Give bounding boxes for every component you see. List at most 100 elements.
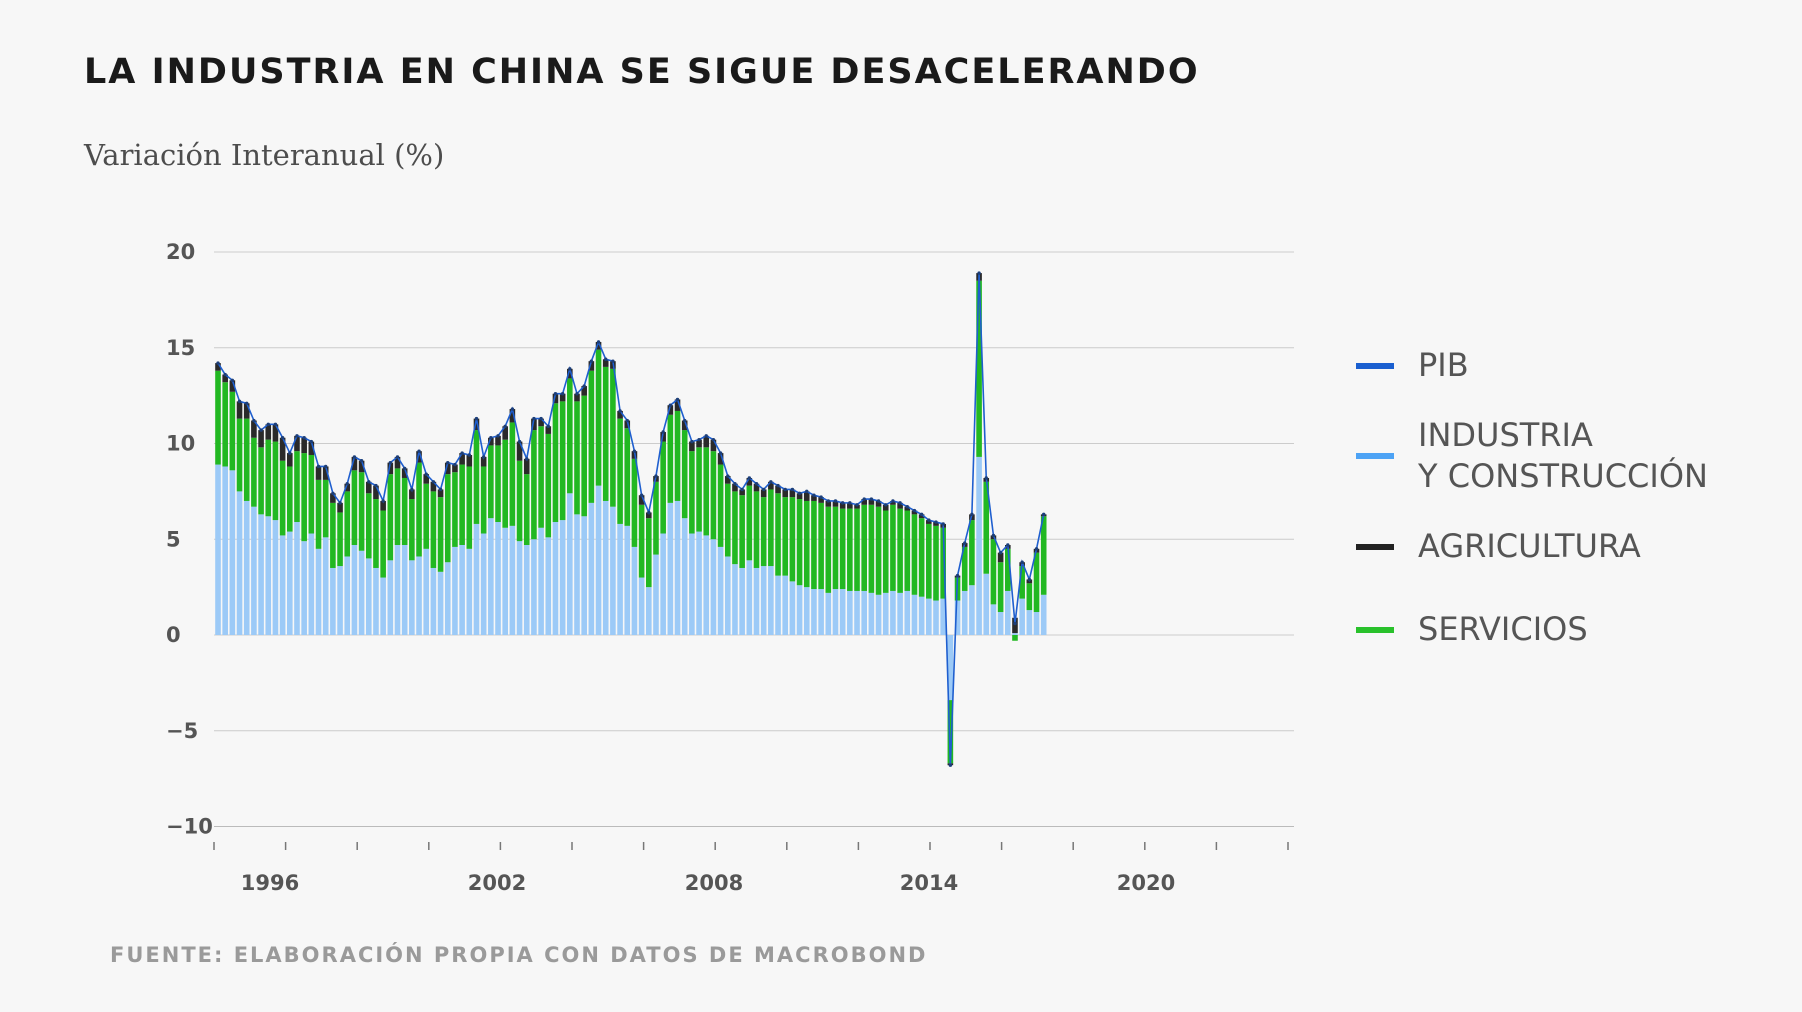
bar-agricultura bbox=[437, 489, 444, 498]
bar-industria bbox=[610, 506, 616, 635]
bar-agricultura bbox=[222, 374, 228, 383]
bar-servicios bbox=[509, 422, 516, 526]
point-pib bbox=[252, 418, 256, 423]
bar-servicios bbox=[595, 349, 602, 486]
point-pib bbox=[489, 436, 493, 440]
bar-agricultura bbox=[552, 393, 559, 404]
bar-industria bbox=[409, 560, 415, 635]
bar-servicios bbox=[588, 370, 595, 503]
bar-servicios bbox=[243, 418, 250, 501]
bar-agricultura bbox=[308, 441, 315, 455]
bar-industria bbox=[495, 522, 501, 635]
bar-servicios bbox=[696, 447, 702, 532]
bar-servicios bbox=[868, 504, 875, 593]
bar-industria bbox=[401, 544, 408, 635]
point-pib bbox=[726, 474, 730, 478]
bar-industria bbox=[380, 577, 386, 635]
bar-industria bbox=[272, 520, 279, 635]
legend-swatch-servicios bbox=[1356, 627, 1394, 633]
bar-industria bbox=[466, 548, 473, 635]
bar-agricultura bbox=[315, 466, 322, 480]
bar-industria bbox=[387, 560, 394, 635]
bar-industria bbox=[365, 558, 372, 635]
bar-industria bbox=[287, 531, 293, 635]
bar-servicios bbox=[911, 514, 918, 595]
point-pib bbox=[783, 487, 787, 492]
legend-label-industria: INDUSTRIA Y CONSTRUCCIÓN bbox=[1418, 416, 1708, 495]
bar-industria bbox=[308, 533, 315, 635]
bar-servicios bbox=[516, 460, 523, 542]
legend-label-servicios: SERVICIOS bbox=[1418, 610, 1588, 648]
bar-servicios bbox=[1019, 566, 1025, 599]
bar-industria bbox=[567, 493, 573, 635]
bar-industria bbox=[531, 539, 537, 635]
point-pib bbox=[288, 451, 292, 455]
bar-servicios bbox=[294, 451, 300, 523]
point-pib bbox=[395, 455, 400, 459]
bar-servicios bbox=[301, 453, 307, 542]
legend-label-agricultura: AGRICULTURA bbox=[1418, 527, 1641, 565]
bar-servicios bbox=[265, 439, 272, 517]
bar-industria bbox=[502, 527, 508, 635]
y-tick-label: −5 bbox=[166, 719, 198, 743]
bar-agricultura bbox=[689, 441, 695, 452]
bar-servicios bbox=[545, 433, 552, 538]
bar-industria bbox=[782, 575, 789, 635]
point-pib bbox=[970, 512, 974, 517]
bar-agricultura bbox=[861, 499, 867, 505]
bar-servicios bbox=[552, 403, 559, 523]
point-pib bbox=[876, 499, 881, 503]
bar-agricultura bbox=[617, 410, 623, 419]
bar-servicios bbox=[638, 504, 645, 578]
bar-industria bbox=[294, 522, 300, 635]
bar-agricultura bbox=[545, 426, 552, 434]
bar-agricultura bbox=[279, 437, 286, 461]
bar-servicios bbox=[287, 466, 293, 532]
point-pib bbox=[891, 499, 895, 503]
bar-industria bbox=[976, 456, 982, 635]
bar-industria bbox=[394, 544, 401, 635]
point-pib bbox=[747, 476, 752, 480]
point-pib bbox=[604, 357, 608, 361]
bar-industria bbox=[696, 531, 702, 635]
bar-industria bbox=[933, 600, 939, 635]
bar-industria bbox=[861, 590, 867, 635]
bar-industria bbox=[1012, 633, 1018, 635]
bar-agricultura bbox=[401, 468, 408, 478]
bar-agricultura bbox=[394, 456, 401, 469]
point-pib bbox=[733, 482, 737, 486]
point-pib bbox=[984, 476, 988, 480]
point-pib bbox=[338, 501, 342, 505]
bar-industria bbox=[222, 466, 228, 635]
bar-agricultura bbox=[509, 409, 516, 423]
point-pib bbox=[654, 474, 658, 478]
point-pib bbox=[324, 464, 328, 469]
bar-servicios bbox=[854, 508, 860, 591]
bar-agricultura bbox=[681, 420, 688, 431]
bar-servicios bbox=[258, 447, 264, 515]
bar-agricultura bbox=[847, 502, 853, 509]
bar-agricultura bbox=[703, 435, 710, 448]
bar-agricultura bbox=[272, 424, 279, 442]
point-pib bbox=[611, 359, 615, 363]
bar-industria bbox=[724, 556, 731, 635]
bar-industria bbox=[803, 587, 810, 635]
bar-servicios bbox=[832, 506, 839, 590]
bar-servicios bbox=[444, 474, 451, 563]
bar-servicios bbox=[1012, 635, 1018, 641]
bar-agricultura bbox=[452, 464, 458, 473]
bar-servicios bbox=[416, 462, 422, 557]
bar-agricultura bbox=[358, 460, 365, 473]
x-tick-label: 2002 bbox=[468, 871, 526, 895]
bar-industria bbox=[523, 544, 530, 635]
bar-agricultura bbox=[696, 439, 702, 448]
bar-servicios bbox=[976, 280, 982, 457]
bar-servicios bbox=[681, 430, 688, 519]
x-tick-label: 1996 bbox=[241, 871, 299, 895]
point-pib bbox=[862, 497, 866, 501]
point-pib bbox=[417, 449, 421, 453]
bar-industria bbox=[775, 575, 781, 635]
bar-servicios bbox=[495, 445, 501, 523]
bar-industria bbox=[437, 571, 444, 635]
bar-agricultura bbox=[243, 403, 250, 419]
